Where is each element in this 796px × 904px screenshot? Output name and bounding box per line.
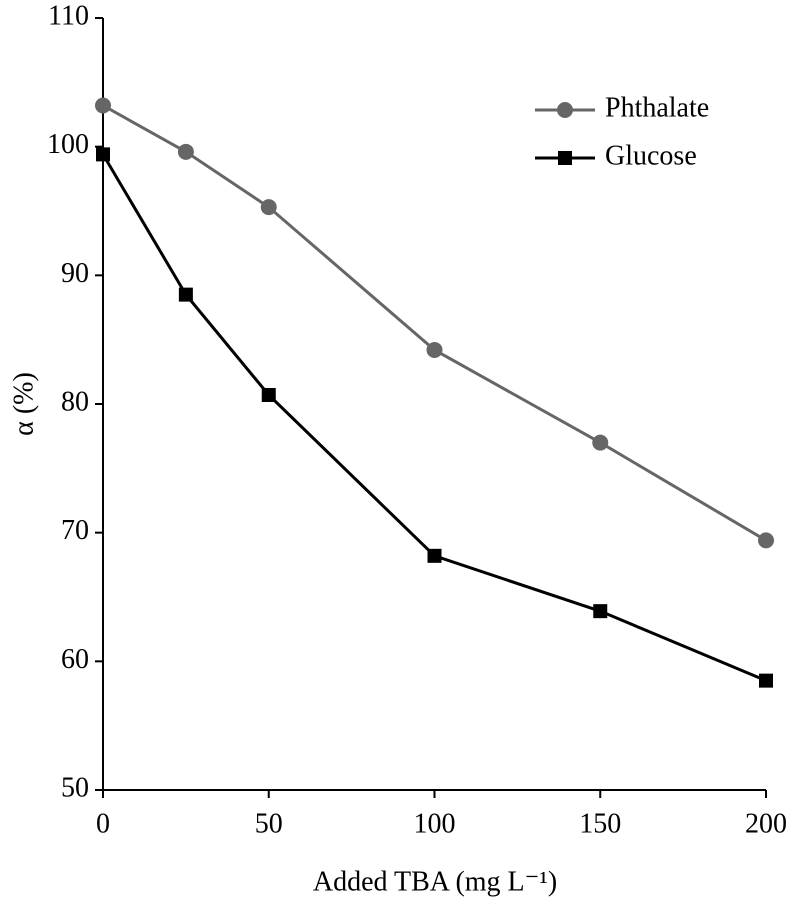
data-point [592,434,609,451]
legend-label: Phthalate [605,92,709,123]
x-axis-label: Added TBA (mg L⁻¹) [313,866,557,897]
data-point [96,147,110,162]
x-tick-label: 100 [414,808,456,839]
legend-marker [558,151,572,165]
data-point [758,532,774,549]
y-tick-label: 80 [61,386,89,417]
data-point [260,199,277,216]
legend-label: Glucose [605,140,697,171]
y-tick-label: 50 [61,772,89,803]
x-tick-label: 150 [579,808,621,839]
series-line [101,153,767,683]
y-tick-label: 60 [61,644,89,675]
y-tick-label: 110 [48,0,89,31]
data-point [177,143,194,160]
legend-marker [557,102,573,118]
y-tick-label: 90 [61,258,89,289]
data-point [426,341,443,358]
y-tick-label: 100 [47,129,89,160]
data-point [261,387,276,402]
data-point [178,287,193,302]
data-point [593,604,608,619]
data-point [759,673,773,688]
series-line [102,104,767,542]
y-axis-label: α (%) [8,372,39,436]
x-tick-label: 0 [96,808,110,839]
data-point [427,548,442,563]
x-tick-label: 50 [255,808,283,839]
y-tick-label: 70 [61,515,89,546]
data-point [95,97,111,114]
x-tick-label: 200 [745,808,787,839]
